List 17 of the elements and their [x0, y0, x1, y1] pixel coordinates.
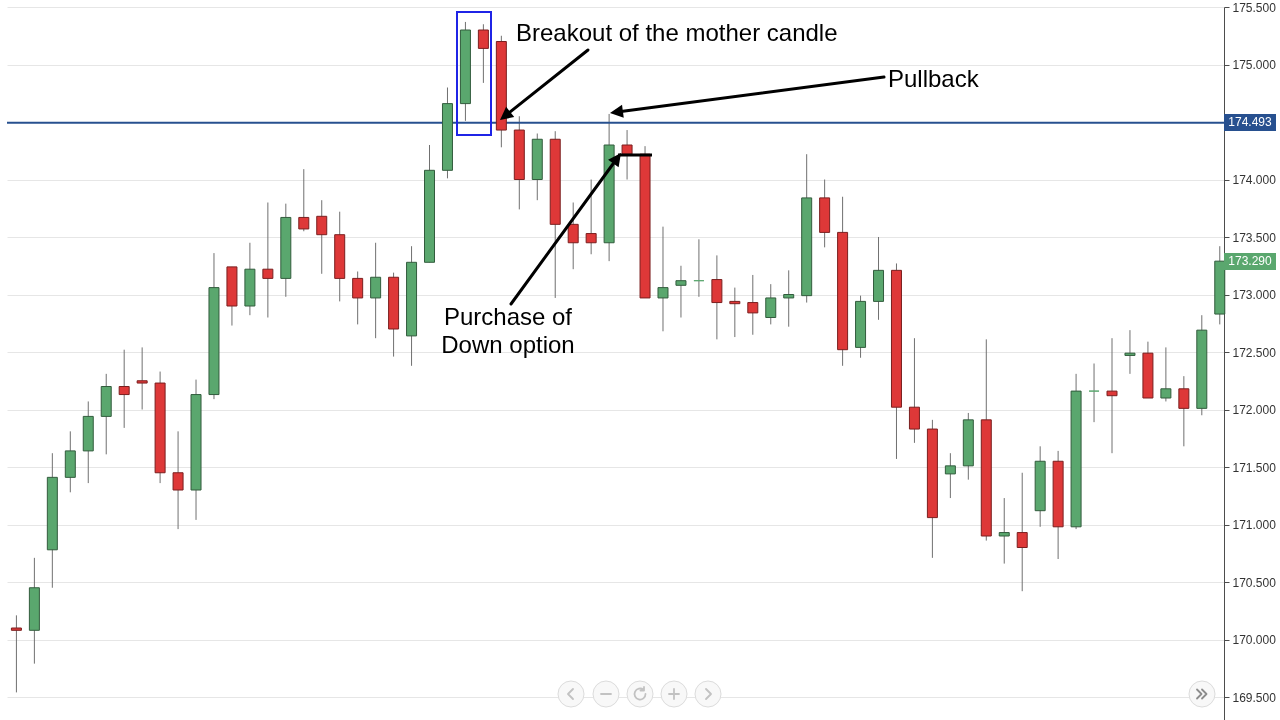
y-tick-label: 175.500 [1232, 0, 1277, 15]
annotation: Breakout of the mother candle [516, 19, 839, 47]
y-tick-label: 170.000 [1232, 633, 1277, 647]
annotation: Pullback [888, 65, 980, 93]
y-tick-label: 172.000 [1232, 403, 1277, 417]
annotation: Purchase of Down option [440, 303, 576, 359]
y-tick-label: 169.500 [1232, 690, 1277, 705]
y-tick-label: 173.000 [1232, 288, 1277, 302]
y-tick-label: 171.500 [1232, 460, 1277, 475]
text: 173.290 [1224, 252, 1276, 270]
y-tick-label: 174.000 [1232, 173, 1277, 187]
y-tick-label: 171.000 [1232, 518, 1277, 532]
y-tick-label: 170.500 [1232, 575, 1277, 590]
y-tick-label: 172.500 [1232, 345, 1277, 360]
y-tick-label: 173.500 [1232, 230, 1277, 245]
ref-line-label: 174.493 [1224, 114, 1276, 132]
y-tick-label: 175.000 [1232, 58, 1277, 72]
